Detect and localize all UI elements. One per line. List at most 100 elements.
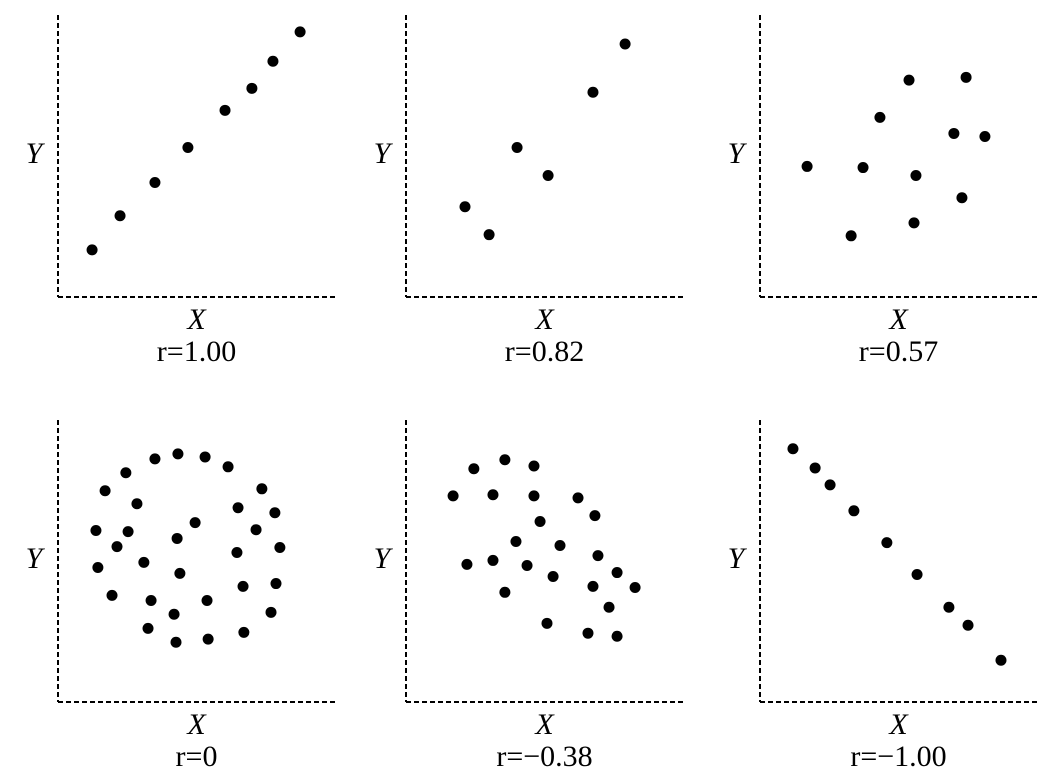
point xyxy=(174,567,186,579)
point xyxy=(468,463,480,475)
point xyxy=(138,556,150,568)
point xyxy=(611,567,623,579)
point xyxy=(572,492,584,504)
point xyxy=(256,483,268,495)
point xyxy=(848,505,860,517)
point xyxy=(459,201,471,213)
point xyxy=(510,536,522,548)
y-axis-label: Y xyxy=(374,137,394,170)
point xyxy=(911,569,923,581)
point xyxy=(170,636,182,648)
x-axis-label: X xyxy=(888,303,909,336)
point xyxy=(881,537,893,549)
point xyxy=(274,541,286,553)
point xyxy=(483,229,495,241)
point xyxy=(589,510,601,522)
chart-title: r=0.57 xyxy=(859,335,938,368)
point xyxy=(92,561,104,573)
point xyxy=(120,467,132,479)
point xyxy=(582,627,594,639)
point xyxy=(534,516,546,528)
point xyxy=(142,622,154,634)
point xyxy=(145,594,157,606)
point xyxy=(809,462,821,474)
y-axis-label: Y xyxy=(728,137,748,170)
point xyxy=(499,454,511,466)
point xyxy=(246,82,258,94)
point xyxy=(587,580,599,592)
point xyxy=(231,547,243,559)
point xyxy=(90,525,102,537)
point xyxy=(542,169,554,181)
point xyxy=(845,230,857,242)
point xyxy=(202,633,214,645)
point xyxy=(269,507,281,519)
point xyxy=(267,55,279,67)
point xyxy=(962,619,974,631)
point xyxy=(903,74,915,86)
point xyxy=(447,490,459,502)
point xyxy=(168,608,180,620)
x-axis-label: X xyxy=(888,708,909,741)
point xyxy=(99,485,111,497)
chart-title: r=0 xyxy=(176,740,218,773)
point xyxy=(487,554,499,566)
point xyxy=(521,560,533,572)
chart-title: r=−0.38 xyxy=(496,740,592,773)
point xyxy=(232,502,244,514)
point xyxy=(960,71,972,83)
point xyxy=(619,38,631,50)
point xyxy=(611,630,623,642)
chart-title: r=0.82 xyxy=(505,335,584,368)
point xyxy=(270,578,282,590)
point xyxy=(587,86,599,98)
point xyxy=(943,601,955,613)
point xyxy=(910,169,922,181)
y-axis-label: Y xyxy=(26,542,46,575)
point xyxy=(149,453,161,465)
y-axis-label: Y xyxy=(26,137,46,170)
point xyxy=(499,586,511,598)
point xyxy=(547,571,559,583)
point xyxy=(995,654,1007,666)
point xyxy=(237,580,249,592)
point xyxy=(908,217,920,229)
point xyxy=(122,526,134,538)
point xyxy=(171,532,183,544)
point xyxy=(265,606,277,618)
point xyxy=(979,131,991,143)
point xyxy=(219,104,231,116)
point xyxy=(131,498,143,510)
point xyxy=(461,558,473,570)
point xyxy=(238,626,250,638)
point xyxy=(199,451,211,463)
x-axis-label: X xyxy=(186,303,207,336)
point xyxy=(592,550,604,562)
point xyxy=(250,524,262,536)
x-axis-label: X xyxy=(534,303,555,336)
y-axis-label: Y xyxy=(374,542,394,575)
chart-title: r=1.00 xyxy=(157,335,236,368)
point xyxy=(857,162,869,174)
point xyxy=(554,539,566,551)
point xyxy=(528,490,540,502)
point xyxy=(541,617,553,629)
point xyxy=(149,177,161,189)
point xyxy=(511,142,523,154)
x-axis-label: X xyxy=(534,708,555,741)
point xyxy=(86,244,98,256)
point xyxy=(603,601,615,613)
point xyxy=(172,448,184,460)
chart-title: r=−1.00 xyxy=(850,740,946,773)
point xyxy=(956,192,968,204)
point xyxy=(294,26,306,38)
x-axis-label: X xyxy=(186,708,207,741)
point xyxy=(948,127,960,139)
point xyxy=(222,461,234,473)
point xyxy=(114,210,126,222)
point xyxy=(111,541,123,553)
point xyxy=(824,479,836,491)
point xyxy=(801,160,813,172)
point xyxy=(201,594,213,606)
